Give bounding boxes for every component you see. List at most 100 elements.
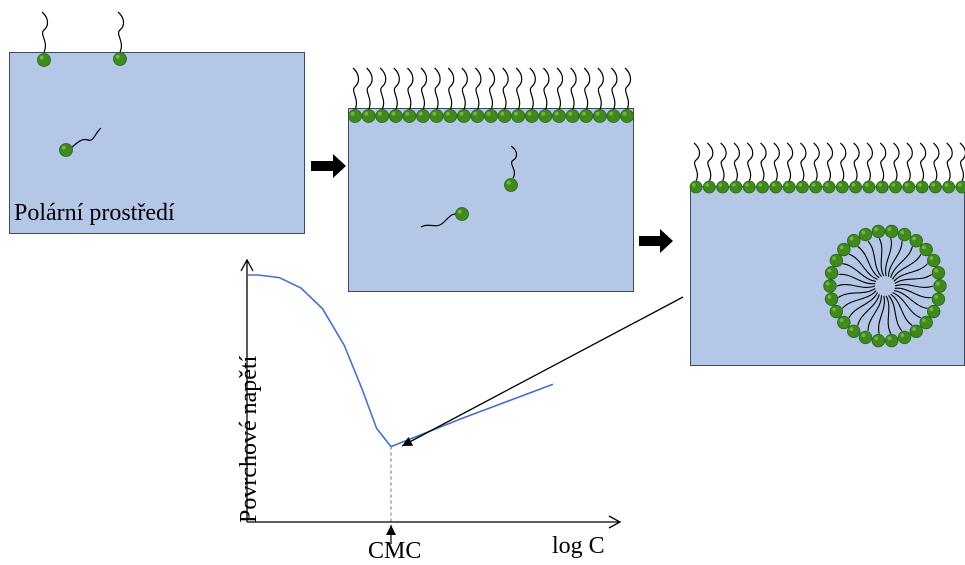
head-highlight: [849, 327, 854, 331]
head-highlight: [506, 180, 511, 185]
surfactant-tail: [510, 145, 518, 179]
head-highlight: [865, 183, 869, 187]
surfactant-tail: [352, 67, 360, 110]
micelle-tail: [867, 240, 882, 277]
micelle-tail: [848, 253, 878, 280]
head-highlight: [874, 227, 879, 232]
surfactant-tail: [420, 67, 428, 110]
head-highlight: [405, 111, 410, 116]
surfactant-tail: [800, 142, 807, 182]
surfactant-tail: [70, 127, 102, 149]
micelle-tail: [888, 295, 903, 332]
head-highlight: [554, 111, 559, 116]
surfactant-tail: [933, 142, 940, 182]
head-highlight: [595, 111, 600, 116]
surfactant-tail: [420, 213, 458, 228]
surfactant-tail: [906, 142, 913, 182]
surfactant-tail: [733, 142, 740, 182]
head-highlight: [705, 183, 709, 187]
head-highlight: [934, 268, 939, 273]
surfactant-tail: [570, 67, 577, 110]
head-highlight: [391, 111, 396, 116]
micelle-tail: [892, 292, 922, 319]
micelle-tail: [848, 292, 878, 319]
head-highlight: [609, 111, 614, 116]
y-axis-label: Povrchové napětí: [236, 355, 262, 523]
head-highlight: [929, 256, 934, 261]
head-highlight: [887, 336, 892, 341]
micelle-pointer-arrow: [401, 296, 684, 447]
surfactant-tail: [529, 67, 536, 110]
micelle-tail: [890, 246, 913, 278]
head-highlight: [832, 307, 836, 312]
surfactant-tail: [488, 67, 496, 110]
head-highlight: [912, 327, 916, 331]
head-highlight: [958, 183, 962, 187]
micelle-tail: [887, 241, 903, 277]
head-highlight: [922, 245, 926, 250]
head-highlight: [432, 111, 437, 116]
head-highlight: [931, 183, 936, 187]
surfactant-tail: [515, 67, 523, 110]
head-highlight: [418, 111, 423, 116]
surfactant-tail: [366, 67, 373, 110]
head-highlight: [115, 54, 120, 59]
head-highlight: [849, 236, 854, 241]
micelle-tail: [836, 284, 876, 288]
head-highlight: [61, 145, 66, 150]
head-highlight: [718, 183, 723, 187]
head-highlight: [861, 333, 866, 338]
head-highlight: [541, 111, 546, 116]
head-highlight: [457, 209, 462, 214]
micelle-tail: [867, 295, 883, 331]
surfactant-tail: [406, 67, 414, 110]
head-highlight: [811, 183, 816, 187]
surfactant-tail: [461, 67, 468, 110]
surfactant-tail: [760, 142, 767, 182]
head-highlight: [839, 245, 844, 250]
surfactant-tail: [542, 67, 550, 110]
head-highlight: [459, 111, 464, 116]
stage1-medium: [9, 52, 305, 234]
micelle-tail: [857, 294, 880, 326]
micelle-tail: [885, 295, 892, 334]
stage2-medium: [348, 108, 634, 292]
surfactant-tail: [41, 11, 49, 53]
surfactant-tail: [720, 142, 727, 182]
head-highlight: [758, 183, 763, 187]
head-highlight: [887, 227, 892, 232]
surfactant-tail: [866, 142, 873, 182]
head-highlight: [798, 183, 803, 187]
micelle-tail: [878, 238, 885, 277]
surfactant-tail: [786, 142, 794, 182]
surfactant-tail: [379, 67, 387, 110]
surface-tension-curve: [247, 274, 554, 448]
head-highlight: [377, 111, 382, 116]
micelle-tail: [842, 263, 877, 282]
surfactant-tail: [474, 67, 482, 110]
surfactant-tail: [946, 142, 953, 182]
head-highlight: [350, 111, 355, 116]
micelle-tail: [838, 273, 876, 285]
surfactant-tail: [610, 67, 618, 110]
head-highlight: [891, 183, 896, 187]
head-highlight: [692, 183, 696, 187]
head-highlight: [745, 183, 749, 187]
micelle-tail: [894, 287, 932, 299]
surfactant-tail: [393, 67, 400, 110]
head-highlight: [827, 268, 832, 273]
surfactant-tail: [959, 142, 965, 182]
head-highlight: [364, 111, 369, 116]
micelle-tail: [892, 253, 922, 280]
head-highlight: [861, 230, 866, 235]
micelle-tail: [842, 290, 877, 309]
head-highlight: [445, 111, 450, 116]
micelle-tail: [893, 290, 928, 309]
arrow-stage1-to-stage2: [311, 154, 346, 178]
surfactant-tail: [706, 142, 714, 182]
head-highlight: [838, 183, 842, 187]
surfactant-tail: [624, 67, 632, 110]
surfactant-tail: [117, 11, 125, 53]
